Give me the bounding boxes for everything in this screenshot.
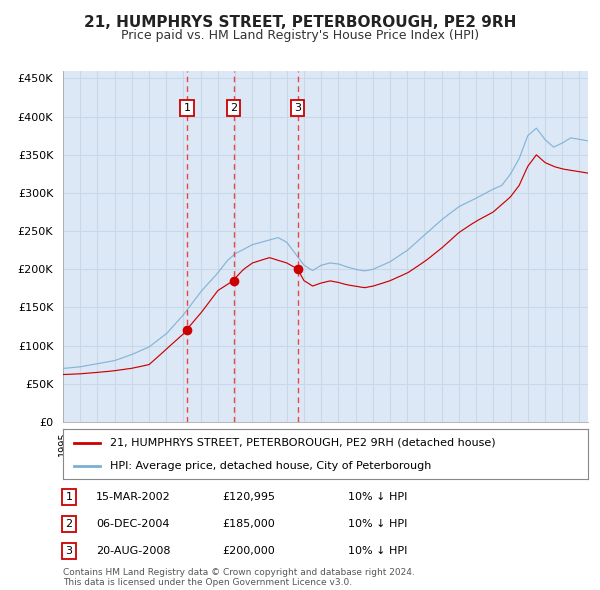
Text: 21, HUMPHRYS STREET, PETERBOROUGH, PE2 9RH (detached house): 21, HUMPHRYS STREET, PETERBOROUGH, PE2 9… (110, 438, 496, 448)
Text: 2: 2 (230, 103, 238, 113)
Text: £185,000: £185,000 (222, 519, 275, 529)
Text: 10% ↓ HPI: 10% ↓ HPI (348, 492, 407, 502)
Text: 06-DEC-2004: 06-DEC-2004 (96, 519, 170, 529)
Text: 2: 2 (65, 519, 73, 529)
Text: 1: 1 (65, 492, 73, 502)
Text: Price paid vs. HM Land Registry's House Price Index (HPI): Price paid vs. HM Land Registry's House … (121, 29, 479, 42)
Text: 3: 3 (65, 546, 73, 556)
Text: 10% ↓ HPI: 10% ↓ HPI (348, 546, 407, 556)
Text: 1: 1 (184, 103, 190, 113)
Text: 3: 3 (294, 103, 301, 113)
Text: Contains HM Land Registry data © Crown copyright and database right 2024.
This d: Contains HM Land Registry data © Crown c… (63, 568, 415, 587)
Text: 21, HUMPHRYS STREET, PETERBOROUGH, PE2 9RH: 21, HUMPHRYS STREET, PETERBOROUGH, PE2 9… (84, 15, 516, 30)
Text: £120,995: £120,995 (222, 492, 275, 502)
Text: £200,000: £200,000 (222, 546, 275, 556)
Text: HPI: Average price, detached house, City of Peterborough: HPI: Average price, detached house, City… (110, 461, 431, 471)
Text: 15-MAR-2002: 15-MAR-2002 (96, 492, 171, 502)
Text: 20-AUG-2008: 20-AUG-2008 (96, 546, 170, 556)
Text: 10% ↓ HPI: 10% ↓ HPI (348, 519, 407, 529)
